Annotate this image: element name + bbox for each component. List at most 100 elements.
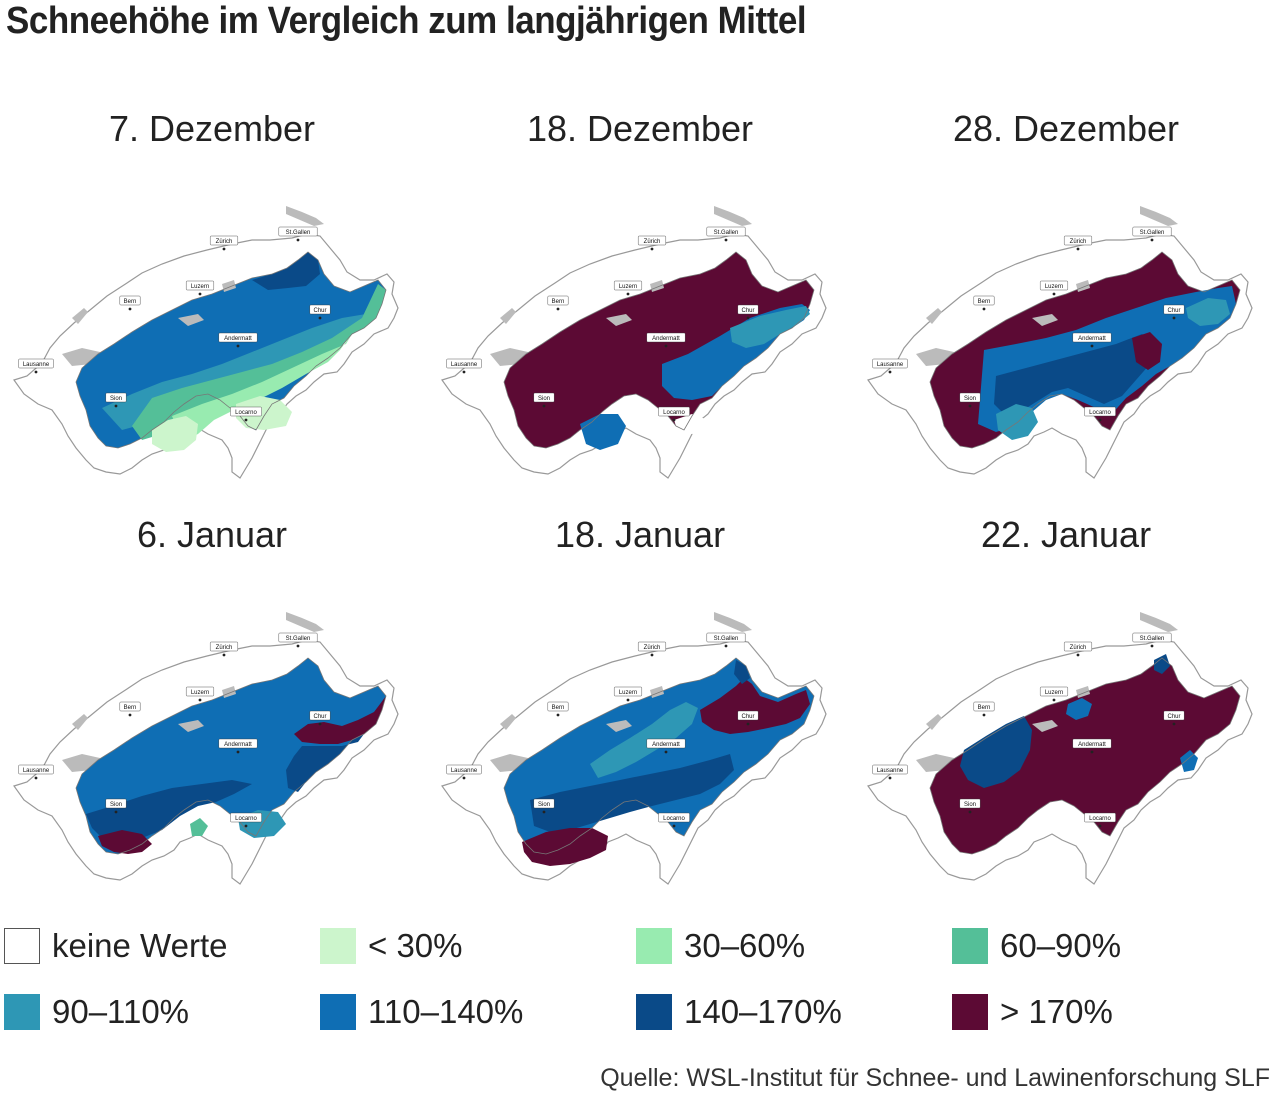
city-label-box	[959, 798, 981, 809]
lake-shape	[606, 720, 632, 732]
city-label-bern: Bern	[124, 299, 137, 305]
legend-label: 140–170%	[684, 993, 842, 1030]
page-title: Schneehöhe im Vergleich zum langjährigen…	[6, 0, 807, 42]
snow-region-lt30	[236, 396, 292, 430]
snow-region-c110_140	[580, 414, 626, 450]
lake-shape	[1140, 612, 1178, 632]
snow-region-layer	[504, 658, 814, 866]
city-label-box	[119, 701, 141, 712]
city-label-locarno: Locarno	[1089, 816, 1111, 822]
city-label-box	[706, 632, 746, 643]
city-dot	[318, 316, 322, 320]
swiss-border	[503, 251, 815, 449]
lake-shape	[500, 714, 516, 730]
lake-shape	[500, 308, 516, 324]
city-label-box	[1084, 406, 1116, 417]
city-label-zurich: Zürich	[1070, 645, 1087, 651]
snow-region-layer	[504, 252, 814, 450]
swiss-border	[503, 657, 815, 855]
swiss-border	[929, 251, 1241, 449]
city-dot	[128, 713, 132, 717]
snow-map-dec07: Zürich St.Gallen Luzern Bern Chur Andermatt La…	[13, 206, 399, 479]
swiss-border	[75, 657, 387, 855]
swiss-border	[75, 251, 387, 449]
city-label-box	[637, 235, 666, 246]
city-dot	[198, 292, 202, 296]
city-label-stgallen: St.Gallen	[714, 636, 739, 642]
city-label-box	[105, 798, 127, 809]
city-label-andermatt: Andermatt	[652, 336, 680, 342]
snow-region-c140_170	[86, 780, 252, 842]
city-dot	[724, 644, 728, 648]
legend-swatch	[952, 994, 988, 1030]
legend-swatch	[320, 928, 356, 964]
lake-shape	[72, 308, 88, 324]
city-dot	[626, 292, 630, 296]
city-label-box	[119, 295, 141, 306]
snow-region-c140_170	[252, 252, 320, 290]
city-dot	[1090, 750, 1094, 754]
city-dot	[114, 810, 118, 814]
city-label-box	[230, 812, 262, 823]
legend-swatch	[952, 928, 988, 964]
city-label-lausanne: Lausanne	[23, 362, 50, 368]
city-dot	[672, 418, 676, 422]
city-dot	[296, 644, 300, 648]
city-label-box	[1072, 332, 1112, 343]
city-label-box	[1063, 235, 1092, 246]
city-label-box	[446, 764, 482, 775]
city-label-chur: Chur	[741, 714, 754, 720]
city-label-box	[1084, 812, 1116, 823]
city-label-box	[658, 406, 690, 417]
city-dot	[650, 653, 654, 657]
city-label-lausanne: Lausanne	[877, 768, 904, 774]
map-panel-jan06: 6. Januar Zürich St.Gallen Luzern Bern Chur A…	[2, 514, 422, 914]
snow-map-jan22: Zürich St.Gallen Luzern Bern Chur Andermatt La…	[867, 612, 1253, 885]
legend-swatch	[636, 994, 672, 1030]
city-dot	[1150, 238, 1154, 242]
lake-shape	[1032, 720, 1058, 732]
city-label-stgallen: St.Gallen	[286, 636, 311, 642]
city-label-zurich: Zürich	[644, 239, 661, 245]
legend-label: < 30%	[368, 927, 463, 964]
city-label-box	[973, 701, 995, 712]
city-dot	[114, 404, 118, 408]
city-dot	[296, 238, 300, 242]
city-dot	[1076, 247, 1080, 251]
city-dot	[556, 713, 560, 717]
city-label-zurich: Zürich	[216, 239, 233, 245]
lake-shape	[72, 714, 88, 730]
city-dot	[222, 653, 226, 657]
city-label-luzern: Luzern	[191, 284, 209, 290]
city-dot	[236, 344, 240, 348]
snow-region-c140_170	[530, 754, 734, 832]
city-label-bern: Bern	[978, 299, 991, 305]
city-label-stgallen: St.Gallen	[1140, 230, 1165, 236]
city-label-lausanne: Lausanne	[877, 362, 904, 368]
city-dot	[724, 238, 728, 242]
city-label-zurich: Zürich	[644, 645, 661, 651]
city-dot	[128, 307, 132, 311]
city-label-locarno: Locarno	[235, 410, 257, 416]
city-dot	[34, 370, 38, 374]
snow-region-layer	[930, 654, 1240, 854]
map-date-label: 28. Dezember	[952, 108, 1180, 149]
city-label-andermatt: Andermatt	[652, 742, 680, 748]
city-label-andermatt: Andermatt	[1078, 742, 1106, 748]
swiss-border	[929, 657, 1241, 855]
city-dot	[222, 247, 226, 251]
snow-region-gt170	[522, 828, 608, 866]
map-date-label: 6. Januar	[136, 514, 288, 555]
city-label-box	[973, 295, 995, 306]
city-dot	[626, 698, 630, 702]
lake-shape	[286, 206, 324, 226]
city-label-box	[872, 358, 908, 369]
snow-region-layer	[76, 252, 386, 452]
legend-swatch	[4, 928, 40, 964]
city-label-box	[613, 280, 642, 291]
city-label-box	[1163, 304, 1185, 315]
city-label-luzern: Luzern	[1045, 690, 1063, 696]
city-label-chur: Chur	[313, 714, 326, 720]
snow-region-c60_90	[190, 818, 208, 836]
city-dot	[982, 713, 986, 717]
